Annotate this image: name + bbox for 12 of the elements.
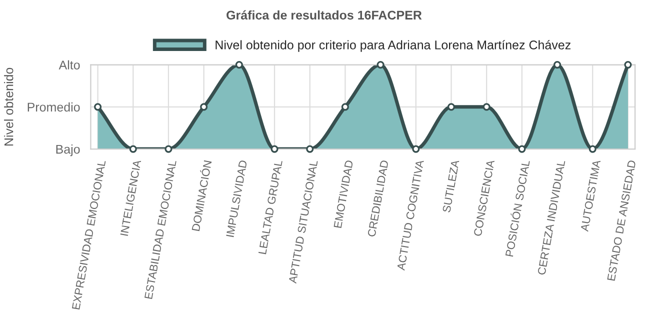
x-tick-label: POSICIÓN SOCIAL: [503, 160, 530, 257]
x-tick-label: LEALTAD GRUPAL: [258, 160, 282, 254]
x-tick-label: CERTEZA INDIVIDUAL: [537, 160, 566, 276]
y-axis-title: Nivel obtenido: [4, 68, 14, 146]
x-tick-label: ACTITUD COGNITIVA: [396, 160, 424, 271]
category-label: Promedio: [28, 102, 80, 112]
category-label: Bajo: [56, 144, 80, 156]
legend-label: Nivel obtenido por criterio para Adriana Lorena Martínez Chávez: [216, 40, 570, 52]
x-tick-label: ESTADO DE ANSIEDAD: [607, 160, 636, 281]
chart-title: Gráfica de resultados 16FACPER: [226, 10, 422, 20]
x-tick-label: SUTILEZA: [442, 160, 460, 213]
category-label: Alto: [58, 60, 80, 70]
